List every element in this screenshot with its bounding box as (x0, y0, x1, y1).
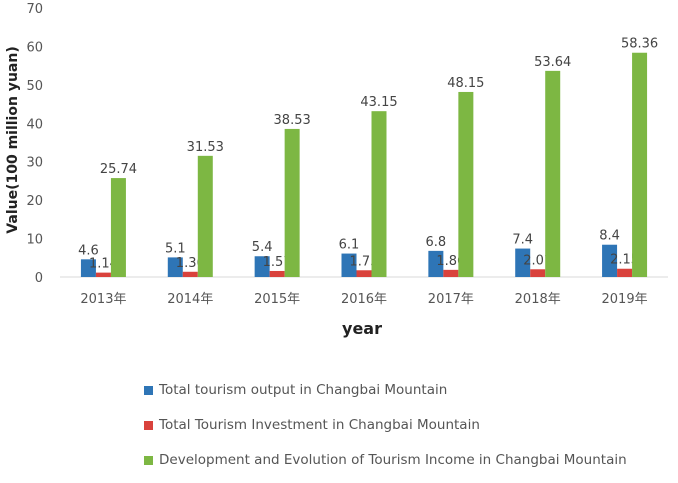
y-axis-title: Value(100 million yuan) (5, 46, 21, 233)
data-label-series2-2014: 1.36 (176, 256, 205, 271)
x-tick-label-2015: 2015年 (254, 292, 300, 307)
bar-series1-2018 (515, 248, 531, 277)
bar-series2-2016 (356, 270, 372, 277)
bar-series2-2018 (530, 269, 546, 277)
data-label-series1-2017: 6.8 (426, 235, 447, 250)
data-label-series1-2015: 5.4 (252, 240, 273, 255)
x-axis-title: year (342, 319, 382, 338)
bar-series3-2015 (284, 128, 300, 277)
data-label-series2-2017: 1.86 (436, 254, 465, 269)
bar-series3-2017 (458, 91, 474, 277)
data-label-series2-2015: 1.57 (263, 255, 292, 270)
legend-swatch-income (144, 455, 153, 465)
bar-series3-2018 (545, 70, 561, 277)
data-label-series3-2016: 43.15 (360, 95, 397, 110)
bar-series3-2019 (632, 52, 648, 277)
chart: Value(100 million yuan) year 0 10 20 30 40 50… (5, 2, 668, 468)
data-label-series3-2015: 38.53 (274, 113, 311, 128)
bar-series1-2019 (602, 244, 618, 277)
bar-series3-2016 (371, 111, 387, 277)
bar-series1-2017 (428, 250, 444, 277)
bar-series1-2015 (254, 256, 270, 277)
y-tick-label-10: 10 (26, 233, 43, 248)
legend-item-income: Development and Evolution of Tourism Inc… (144, 448, 627, 472)
x-tick-label-2017: 2017年 (428, 292, 474, 307)
data-label-series1-2014: 5.1 (165, 241, 186, 256)
data-label-series1-2016: 6.1 (339, 238, 360, 253)
bar-series1-2016 (341, 253, 357, 277)
y-tick-label-50: 50 (26, 79, 43, 94)
y-tick-label-70: 70 (26, 2, 43, 17)
legend-label-output: Total tourism output in Changbai Mountai… (159, 382, 448, 398)
x-tick-label-2016: 2016年 (341, 292, 387, 307)
data-label-series1-2018: 7.4 (512, 233, 533, 248)
data-label-series1-2013: 4.6 (78, 243, 99, 258)
bar-series2-2014 (182, 271, 198, 277)
bar-series1-2013 (80, 259, 96, 277)
data-label-series3-2018: 53.64 (534, 55, 571, 70)
data-label-series1-2019: 8.4 (599, 229, 620, 244)
x-tick-label-2019: 2019年 (602, 292, 648, 307)
data-label-series2-2013: 1.14 (89, 257, 118, 272)
y-tick-label-0: 0 (35, 271, 43, 286)
legend: Total tourism output in Changbai Mountai… (144, 378, 627, 483)
legend-item-output: Total tourism output in Changbai Mountai… (144, 378, 627, 402)
legend-label-income: Development and Evolution of Tourism Inc… (159, 452, 627, 468)
bar-series2-2013 (95, 272, 111, 277)
bar-series1-2014 (167, 257, 183, 277)
data-label-series3-2019: 58.36 (621, 37, 658, 52)
legend-swatch-output (144, 385, 153, 395)
legend-swatch-investment (144, 420, 153, 430)
y-tick-label-60: 60 (26, 40, 43, 55)
bar-series2-2015 (269, 270, 285, 277)
bar-series3-2014 (197, 155, 213, 277)
chart-svg: Value(100 million yuan) year 0 10 20 30 40 50… (5, 2, 668, 338)
data-label-series3-2014: 31.53 (187, 140, 224, 155)
legend-item-investment: Total Tourism Investment in Changbai Mou… (144, 413, 627, 437)
y-tick-label-20: 20 (26, 194, 43, 209)
data-label-series2-2019: 2.15 (610, 253, 639, 268)
bar-series3-2013 (110, 178, 126, 277)
x-tick-label-2013: 2013年 (80, 292, 126, 307)
legend-label-investment: Total Tourism Investment in Changbai Mou… (159, 417, 480, 433)
y-tick-label-30: 30 (26, 156, 43, 171)
data-label-series3-2013: 25.74 (100, 162, 137, 177)
data-label-series2-2018: 2.01 (523, 253, 552, 268)
x-tick-label-2018: 2018年 (515, 292, 561, 307)
y-tick-label-40: 40 (26, 117, 43, 132)
data-label-series3-2017: 48.15 (447, 76, 484, 91)
bar-series2-2019 (617, 268, 633, 277)
bar-series2-2017 (443, 269, 459, 277)
x-tick-label-2014: 2014年 (167, 292, 213, 307)
data-label-series2-2016: 1.75 (350, 254, 379, 269)
